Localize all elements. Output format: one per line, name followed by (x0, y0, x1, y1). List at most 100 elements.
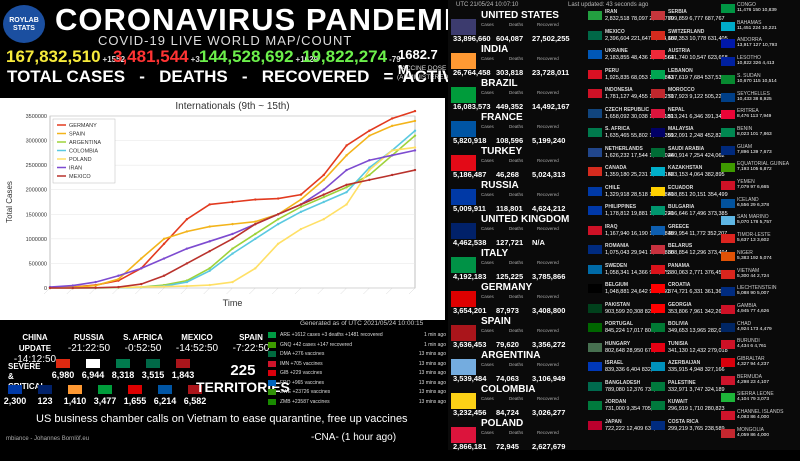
country-row-small[interactable]: NETHERLANDS 1,626,232 17,544 1,427,026 (587, 146, 719, 161)
country-row-small[interactable]: TIMOR-LESTE 5,637 13 3,602 (720, 232, 800, 245)
feed-flag (268, 379, 276, 386)
country-row-big[interactable]: ITALY Cases Deaths Recovered 4,192,183 125,22… (448, 246, 586, 291)
country-row-small[interactable]: MOROCCO 517,923 9,122 505,228 (650, 87, 725, 102)
country-row-big[interactable]: COLOMBIA Cases Deaths Recovered 3,232,456 84,… (448, 382, 586, 427)
credit-text: mbiance - Johannes Bornlöf.eu (6, 436, 90, 442)
country-row-small[interactable]: SWITZERLAND 687,353 10,778 631,405 (650, 29, 728, 44)
country-row-small[interactable]: GUAM 7,896 139 7,673 (720, 144, 800, 157)
country-value: 2,832,518 78,097 2,333,789 (605, 16, 674, 22)
country-row-big[interactable]: ARGENTINA Cases Deaths Recovered 3,539,484 74… (448, 348, 586, 393)
country-name: PERU (605, 67, 619, 74)
country-row-small[interactable]: IRAQ 1,167,940 16,190 1,081,849 (587, 224, 719, 239)
country-row-small[interactable]: TUNISIA 341,130 12,432 279,018 (650, 341, 728, 356)
country-row-big[interactable]: POLAND Cases Deaths Recovered 2,866,181 72,94… (448, 416, 586, 461)
recovered-stat: 144,528,692 +1629 (199, 47, 318, 67)
country-row-small[interactable]: BENIN 8,023 101 7,863 (720, 126, 800, 139)
country-row-small[interactable]: NEPAL 513,241 6,346 391,348 (650, 107, 725, 122)
country-row-small[interactable]: GAMBIA 4,945 77 4,626 (720, 303, 800, 316)
country-row-small[interactable]: MEXICO 2,396,604 221,647 1,914,100 (587, 29, 719, 44)
country-row-small[interactable]: BURUNDI 4,434 6 4,761 (720, 338, 800, 351)
country-row-small[interactable]: GREECE 389,954 11,772 352,207 (650, 224, 727, 239)
country-row-small[interactable]: MONGOLIA 4,059 86 4,000 (720, 427, 800, 440)
country-row-small[interactable]: SAN MARINO 5,070 178 5,757 (720, 214, 800, 227)
country-flag (176, 359, 190, 368)
country-row-small[interactable]: GIBRALTAR 4,327 94 4,237 (720, 356, 800, 369)
country-value: 374,721 6,331 361,363 (668, 289, 725, 295)
country-row-big[interactable]: TURKEY Cases Deaths Recovered 5,186,487 46,26… (448, 144, 586, 189)
country-row-small[interactable]: SEYCHELLES 10,433 38 8,925 (720, 91, 800, 104)
country-row-small[interactable]: SAUDI ARABIA 440,914 7,254 424,062 (650, 146, 725, 161)
country-row-small[interactable]: KUWAIT 296,919 1,710 280,823 (650, 399, 725, 414)
country-row-small[interactable]: PAKISTAN 903,599 20,308 820,375 (587, 302, 719, 317)
country-row-small[interactable]: BERMUDA 4,298 23 4,107 (720, 374, 800, 387)
data-point (71, 286, 75, 290)
country-row-small[interactable]: CONGO 11,476 150 10,839 (720, 2, 800, 15)
deaths-inc: +3 (190, 55, 200, 64)
country-row-small[interactable]: BELARUS 388,854 12,296 373,494 (650, 243, 728, 258)
country-row-big[interactable]: UNITED KINGDOM Cases Deaths Recovered 4,462,… (448, 212, 586, 257)
country-row-small[interactable]: ICELAND 6,556 29 6,378 (720, 197, 800, 210)
country-flag (588, 323, 602, 332)
country-row-small[interactable]: LEBANON 537,619 7,684 537,531 (650, 68, 725, 83)
country-row-big[interactable]: UNITED STATES Cases Deaths Recovered 33,896,… (448, 8, 586, 53)
country-row-big[interactable]: BRAZIL Cases Deaths Recovered 16,083,573 449,… (448, 76, 586, 121)
country-row-small[interactable]: PALESTINE 332,971 3,747 324,189 (650, 379, 725, 395)
country-row-small[interactable]: S. AFRICA 1,635,465 55,802 1,535,399 (587, 126, 719, 141)
country-row-small[interactable]: LIECHTENSTEIN 5,088 90 5,007 (720, 285, 800, 298)
country-row-small[interactable]: KAZAKHSTAN 423,153 4,064 382,895 (650, 165, 725, 180)
country-row-big[interactable]: GERMANY Cases Deaths Recovered 3,654,201 87,9… (448, 280, 586, 325)
country-row-small[interactable]: CZECH REPUBLIC 1,658,092 30,038 1,611,189 (587, 107, 719, 122)
country-row-small[interactable]: SIERRA LEONE 4,104 79 3,073 (720, 391, 800, 404)
country-row-small[interactable]: ANDORRA 13,917 127 10,793 (720, 37, 800, 50)
country-row-small[interactable]: BANGLADESH 789,080 12,376 730,697 (587, 380, 719, 395)
country-row-small[interactable]: VIETNAM 5,300 44 2,724 (720, 268, 800, 281)
country-row-small[interactable]: NIGER 5,383 192 5,074 (720, 250, 800, 263)
country-row-small[interactable]: ERITREA 8,476 113 7,949 (720, 108, 800, 121)
country-row-small[interactable]: BULGARIA 416,646 17,496 373,385 (650, 204, 728, 219)
country-row-small[interactable]: ISRAEL 839,336 6,404 832,438 (587, 360, 719, 375)
country-row-small[interactable]: S. SUDAN 10,670 115 10,514 (720, 73, 800, 86)
country-row-small[interactable]: JORDAN 731,000 9,354 705,300 (587, 399, 719, 414)
country-row-small[interactable]: IRAN 2,832,518 78,097 2,333,789 (587, 9, 719, 24)
country-row-small[interactable]: PHILIPPINES 1,178,812 19,881 1,109,220 (587, 204, 719, 219)
country-row-small[interactable]: PANAMA 380,063 2,771 376,453 (650, 263, 725, 278)
country-row-small[interactable]: ECUADOR 418,851 20,151 354,499 (650, 185, 728, 200)
country-row-small[interactable]: CROATIA 374,721 6,331 361,363 (650, 282, 725, 297)
country-row-big[interactable]: INDIA Cases Deaths Recovered 26,764,458 303,8… (448, 42, 586, 87)
country-flag (588, 245, 602, 254)
country-row-small[interactable]: PORTUGAL 845,224 17,017 805,592 (587, 321, 719, 336)
country-row-small[interactable]: CHILE 1,329,918 28,518 1,269,880 (587, 185, 719, 200)
country-row-small[interactable]: MALAYSIA 512,091 2,248 452,821 (650, 126, 725, 141)
news-headline[interactable]: US business chamber calls on Vietnam to … (36, 413, 408, 425)
column-label: Recovered (537, 396, 559, 401)
country-row-small[interactable]: BAHAMAS 11,451 224 10,221 (720, 20, 800, 33)
country-row-small[interactable]: COSTA RICA 299,219 3,765 238,589 (650, 419, 725, 434)
country-row-small[interactable]: LESOTHO 10,822 326 4,413 (720, 55, 800, 68)
country-row-small[interactable]: ROMANIA 1,075,043 29,941 1,032,880 (587, 243, 719, 258)
country-row-small[interactable]: AZERBAIJAN 335,915 4,948 327,166 (650, 360, 725, 375)
country-row-big[interactable]: SPAIN Cases Deaths Recovered 3,636,453 79,620… (448, 314, 586, 359)
country-name: IRAQ (605, 223, 618, 230)
country-row-small[interactable]: SERBIA 709,859 6,777 687,767 (650, 9, 725, 24)
country-row-small[interactable]: CHANNEL ISLANDS 4,093 86 4,000 (720, 409, 800, 422)
country-row-small[interactable]: CHAD 4,924 173 4,479 (720, 321, 800, 334)
country-row-big[interactable]: RUSSIA Cases Deaths Recovered 5,009,911 118,8… (448, 178, 586, 223)
country-row-small[interactable]: UKRAINE 2,183,855 48,436 1,957,561 (587, 48, 719, 63)
country-row-small[interactable]: YEMEN 7,079 97 6,665 (720, 179, 800, 192)
country-row-big[interactable]: FRANCE Cases Deaths Recovered 5,820,918 108,5… (448, 110, 586, 155)
country-row-small[interactable]: BOLIVIA 349,653 13,965 282,010 (650, 321, 728, 336)
country-row-small[interactable]: EQUATORIAL GUINEA 7,193 105 6,872 (720, 161, 800, 174)
country-value: 1,075,043 29,941 1,032,880 (605, 250, 674, 256)
country-row-small[interactable]: JAPAN 722,222 12,409 639,887 (587, 419, 719, 434)
country-row-small[interactable]: HUNGARY 802,648 28,950 670,206 (587, 341, 719, 356)
country-row-small[interactable]: BELGIUM 1,048,881 24,642 935,360 (587, 282, 719, 297)
country-row-small[interactable]: CANADA 1,359,180 25,231 1,280,158 (587, 165, 719, 180)
data-point (368, 159, 371, 162)
country-row-small[interactable]: GEORGIA 353,806 7,961 342,262 (650, 302, 725, 317)
country-row-small[interactable]: PERU 1,925,835 68,053 1,798,841 (587, 68, 719, 83)
country-value: 13,917 127 10,793 (737, 43, 778, 49)
country-name: PALESTINE (668, 379, 696, 386)
country-row-small[interactable]: SWEDEN 1,058,341 14,366 929,375 (587, 263, 719, 278)
country-row-small[interactable]: AUSTRIA 641,740 10,547 623,668 (650, 48, 728, 63)
country-row-small[interactable]: INDONESIA 1,781,127 49,455 1,638,270 (587, 87, 719, 102)
